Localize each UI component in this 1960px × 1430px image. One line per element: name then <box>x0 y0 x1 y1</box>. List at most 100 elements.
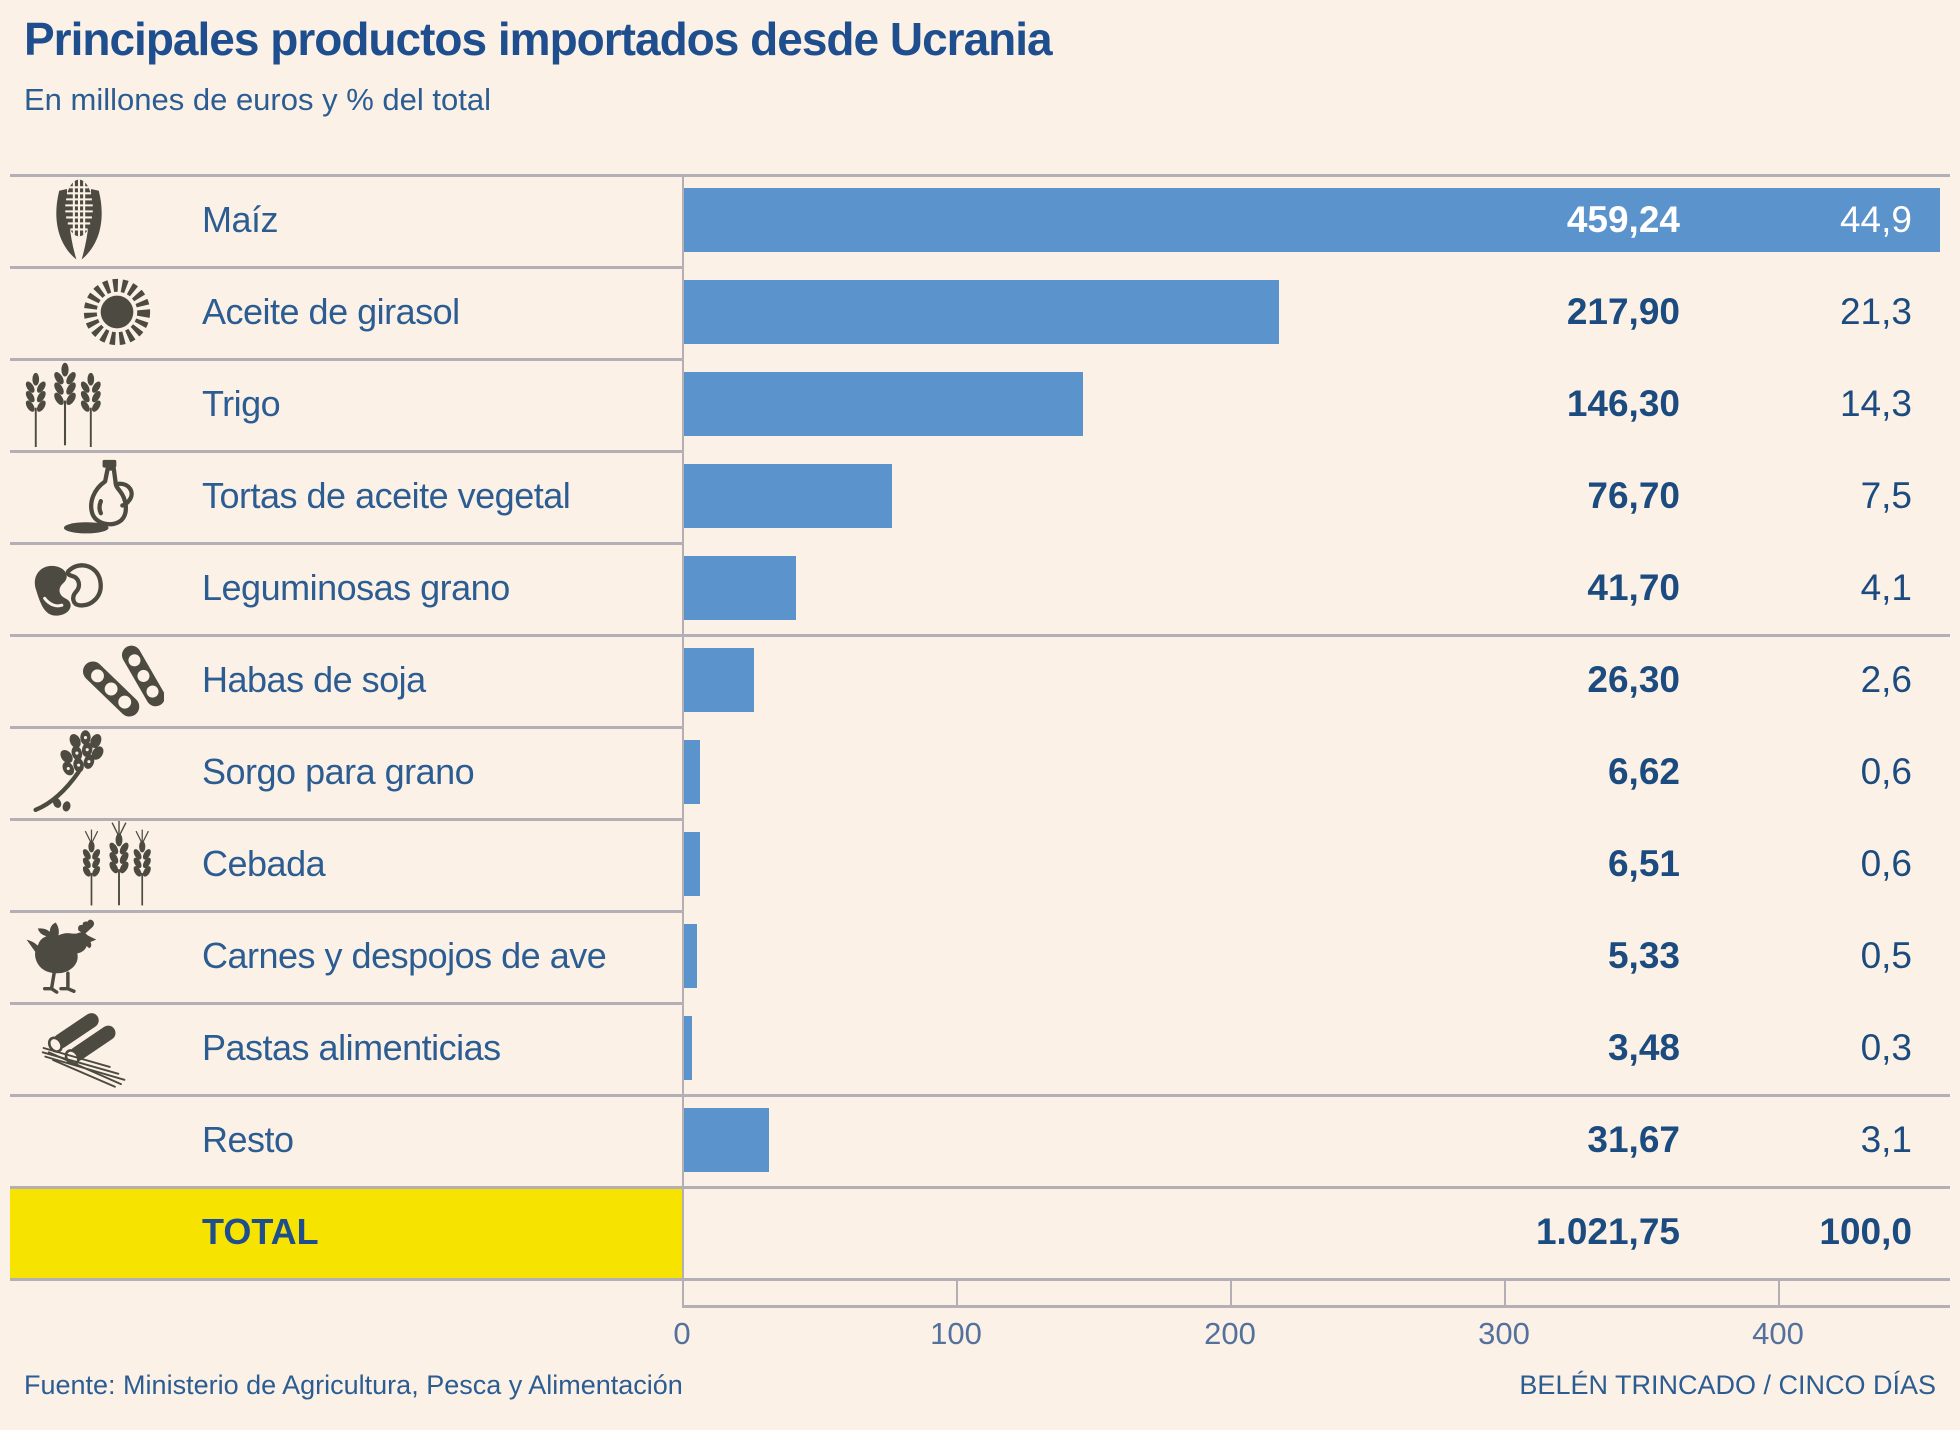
x-axis-tick <box>1778 1278 1780 1308</box>
value-bar <box>682 1016 692 1080</box>
product-label: Resto <box>202 1119 294 1160</box>
pct-label: 2,6 <box>1860 659 1912 700</box>
value-label: 146,30 <box>1566 383 1680 424</box>
product-icon-cell <box>16 912 192 1000</box>
chart-subtitle: En millones de euros y % del total <box>24 82 491 117</box>
table-row: Leguminosas grano 41,70 4,1 <box>10 542 1950 634</box>
value-bar <box>682 280 1279 344</box>
x-axis <box>10 1278 1950 1308</box>
table-row: Cebada 6,51 0,6 <box>10 818 1950 910</box>
row-separator <box>10 634 1950 637</box>
table-row: Maíz 459,24 44,9 <box>10 174 1950 266</box>
table-row: Pastas alimenticias 3,48 0,3 <box>10 1002 1950 1094</box>
value-label: 6,51 <box>1607 843 1680 884</box>
chart-rows: Maíz 459,24 44,9 Aceite de girasol 217,9… <box>10 174 1950 1186</box>
total-highlight <box>10 1189 682 1278</box>
product-icon-cell <box>16 544 192 632</box>
value-label: 26,30 <box>1587 659 1680 700</box>
row-separator <box>10 1186 1950 1189</box>
product-label: Habas de soja <box>202 659 426 700</box>
pct-label: 44,9 <box>1839 199 1912 240</box>
beans-icon <box>24 545 110 631</box>
chicken-icon <box>18 913 104 999</box>
total-row: TOTAL 1.021,75 100,0 <box>10 1186 1950 1278</box>
product-icon-cell <box>16 268 192 356</box>
table-row: Carnes y despojos de ave 5,33 0,5 <box>10 910 1950 1002</box>
x-axis-tick-label: 0 <box>673 1316 691 1351</box>
value-bar <box>682 464 893 528</box>
value-bar <box>682 372 1083 436</box>
row-separator <box>10 358 682 361</box>
x-axis-tick <box>1230 1278 1232 1308</box>
value-label: 41,70 <box>1587 567 1680 608</box>
x-axis-tick-label: 300 <box>1478 1316 1530 1351</box>
row-separator <box>10 266 682 269</box>
oil-jug-icon <box>56 453 156 539</box>
row-separator <box>10 1278 1950 1281</box>
value-bar <box>682 556 797 620</box>
product-label: Trigo <box>202 383 281 424</box>
x-axis-tick-label: 200 <box>1204 1316 1256 1351</box>
sorghum-icon <box>18 729 122 815</box>
product-icon-cell <box>16 728 192 816</box>
value-label: 76,70 <box>1587 475 1680 516</box>
table-row: Resto 31,67 3,1 <box>10 1094 1950 1186</box>
pct-label: 14,3 <box>1839 383 1912 424</box>
table-row: Tortas de aceite vegetal 76,70 7,5 <box>10 450 1950 542</box>
product-label: Carnes y despojos de ave <box>202 935 607 976</box>
x-axis-tick-labels: 0 100 200 300 400 <box>10 1308 1950 1360</box>
source-note: Fuente: Ministerio de Agricultura, Pesca… <box>24 1370 683 1400</box>
product-icon-cell <box>16 820 192 908</box>
value-bar <box>682 924 697 988</box>
product-label: Pastas alimenticias <box>202 1027 501 1068</box>
pct-label: 0,5 <box>1860 935 1912 976</box>
table-row: Trigo 146,30 14,3 <box>10 358 1950 450</box>
product-label: Maíz <box>202 199 279 240</box>
pct-label: 3,1 <box>1860 1119 1912 1160</box>
product-icon-cell <box>16 636 192 724</box>
value-bar <box>682 188 1941 252</box>
total-label: TOTAL <box>202 1211 319 1252</box>
value-label: 459,24 <box>1566 199 1680 240</box>
product-icon-cell <box>16 1096 192 1184</box>
soy-pod-icon <box>78 637 164 723</box>
value-bar <box>682 832 700 896</box>
product-label: Cebada <box>202 843 326 884</box>
row-separator <box>10 1094 1950 1097</box>
value-label: 6,62 <box>1607 751 1680 792</box>
value-bar <box>682 740 701 804</box>
x-axis-tick <box>956 1278 958 1308</box>
page-title: Principales productos importados desde U… <box>24 13 1053 65</box>
x-axis-tick-label: 400 <box>1752 1316 1804 1351</box>
product-icon-cell <box>16 176 192 264</box>
credit-note: BELÉN TRINCADO / CINCO DÍAS <box>1519 1370 1936 1400</box>
value-bar <box>682 1108 769 1172</box>
value-label: 217,90 <box>1566 291 1680 332</box>
axis-baseline-vertical <box>682 174 684 1308</box>
sunflower-icon <box>74 269 160 355</box>
product-label: Leguminosas grano <box>202 567 510 608</box>
row-separator <box>10 174 1950 177</box>
product-label: Sorgo para grano <box>202 751 475 792</box>
x-axis-tick <box>1504 1278 1506 1308</box>
value-label: 3,48 <box>1607 1027 1680 1068</box>
product-label: Aceite de girasol <box>202 291 460 332</box>
pct-label: 0,6 <box>1860 843 1912 884</box>
value-label: 31,67 <box>1587 1119 1680 1160</box>
corn-icon <box>36 177 122 263</box>
value-bar <box>682 648 755 712</box>
row-separator <box>10 542 682 545</box>
x-axis-tick-label: 100 <box>930 1316 982 1351</box>
wheat-icon <box>22 361 108 447</box>
product-label: Tortas de aceite vegetal <box>202 475 571 516</box>
product-icon-cell <box>16 1004 192 1092</box>
pct-label: 0,3 <box>1860 1027 1912 1068</box>
row-separator <box>10 818 682 821</box>
row-separator <box>10 1002 682 1005</box>
product-icon-cell <box>16 452 192 540</box>
pct-label: 21,3 <box>1839 291 1912 332</box>
table-row: Aceite de girasol 217,90 21,3 <box>10 266 1950 358</box>
x-axis-line <box>682 1305 1950 1308</box>
row-separator <box>10 450 682 453</box>
total-pct-label: 100,0 <box>1819 1211 1912 1252</box>
